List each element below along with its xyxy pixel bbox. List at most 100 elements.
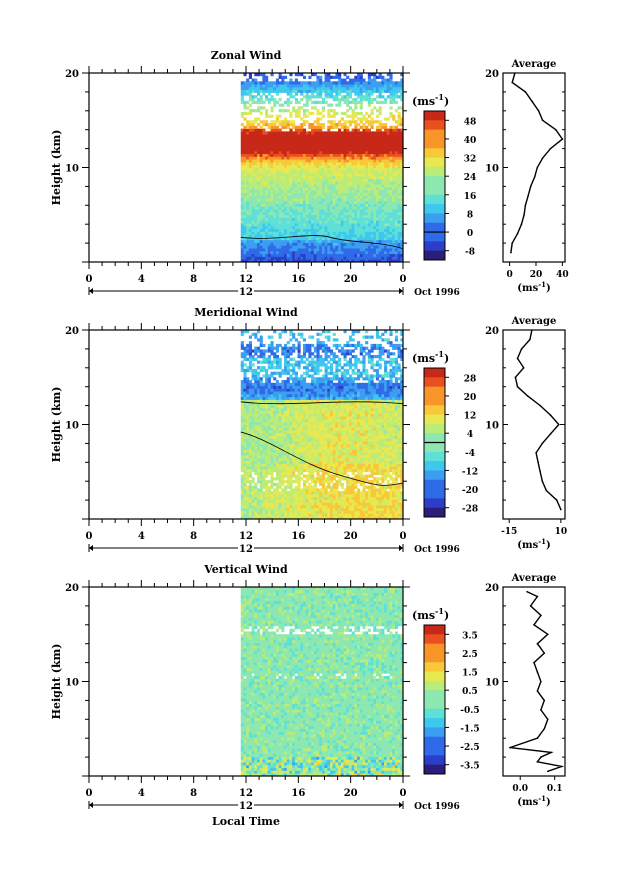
heatmap-cell [251, 128, 255, 132]
heatmap-cell [289, 175, 293, 180]
heatmap-cell [284, 466, 288, 470]
heatmap-cell [332, 248, 336, 252]
heatmap-cell [265, 377, 269, 381]
heatmap-cell [289, 214, 293, 218]
heatmap-cell [384, 131, 388, 135]
heatmap-cell [278, 239, 282, 243]
heatmap-cell [346, 92, 350, 96]
heatmap-cell [351, 186, 355, 191]
heatmap-cell [348, 139, 353, 143]
heatmap-cell [330, 161, 334, 166]
heatmap-cell [302, 250, 307, 255]
heatmap-cell [311, 81, 315, 85]
heatmap-cell [270, 427, 274, 431]
heatmap-cell [297, 256, 301, 260]
heatmap-cell [278, 131, 282, 135]
heatmap-cell [254, 239, 258, 243]
heatmap-cell [240, 424, 244, 428]
heatmap-cell [300, 173, 304, 177]
heatmap-cell [259, 256, 263, 260]
heatmap-cell [357, 148, 361, 152]
heatmap-cell [275, 474, 280, 478]
heatmap-cell [248, 164, 252, 168]
heatmap-cell [240, 248, 244, 252]
heatmap-cell [400, 178, 404, 182]
heatmap-cell [240, 393, 244, 398]
heatmap-cell [267, 220, 271, 224]
heatmap-cell [281, 502, 285, 506]
colorbar-swatch [424, 185, 445, 196]
heatmap-cell [386, 178, 390, 182]
heatmap-cell [305, 134, 309, 138]
heatmap-cell [259, 388, 263, 392]
heatmap-cell [262, 195, 266, 199]
heatmap-cell [294, 228, 298, 232]
heatmap-cell [384, 200, 388, 205]
heatmap-cell [284, 125, 288, 129]
heatmap-cell [324, 145, 328, 149]
heatmap-cell [292, 164, 296, 168]
heatmap-cell [308, 164, 312, 168]
heatmap-cell [284, 382, 288, 386]
heatmap-cell [330, 145, 334, 149]
heatmap-cell [278, 385, 282, 389]
heatmap-cell [273, 452, 277, 456]
heatmap-cell [278, 463, 282, 467]
heatmap-cell [362, 170, 366, 174]
heatmap-cell [281, 156, 285, 160]
heatmap-cell [384, 198, 388, 202]
heatmap-cell [319, 136, 323, 141]
heatmap-cell [246, 510, 250, 514]
heatmap-cell [375, 159, 380, 163]
heatmap-cell [338, 98, 342, 102]
heatmap-cell [267, 248, 271, 252]
heatmap-cell [292, 178, 296, 182]
heatmap-cell [246, 217, 250, 221]
heatmap-cell [359, 131, 363, 135]
heatmap-cell [240, 167, 244, 171]
heatmap-cell [386, 200, 390, 205]
heatmap-cell [251, 161, 255, 166]
heatmap-cell [389, 75, 393, 79]
heatmap-cell [384, 161, 388, 166]
heatmap-cell [240, 256, 244, 260]
heatmap-cell [365, 253, 369, 257]
heatmap-cell [265, 441, 269, 445]
heatmap-cell [259, 200, 263, 205]
heatmap-cell [251, 220, 255, 224]
heatmap-cell [308, 198, 312, 202]
profile-point [523, 214, 525, 216]
heatmap-cell [365, 92, 369, 96]
heatmap-cell [357, 131, 361, 135]
heatmap-cell [275, 416, 280, 420]
heatmap-cell [289, 357, 293, 361]
heatmap-cell [392, 128, 396, 132]
heatmap-cell [262, 178, 266, 182]
heatmap-cell [273, 150, 277, 154]
heatmap-cell [375, 114, 380, 118]
heatmap-cell [254, 173, 258, 177]
heatmap-cell [240, 228, 244, 232]
heatmap-cell [246, 507, 250, 512]
heatmap-cell [246, 443, 250, 448]
heatmap-cell [265, 368, 269, 373]
heatmap-cell [251, 203, 255, 207]
heatmap-cell [243, 405, 247, 409]
heatmap-cell [273, 184, 277, 188]
heatmap-cell [354, 217, 358, 221]
heatmap-cell [311, 231, 315, 235]
heatmap-cell [292, 184, 296, 188]
heatmap-cell [246, 368, 250, 373]
heatmap-cell [397, 106, 401, 110]
heatmap-cell [316, 150, 320, 154]
heatmap-cell [243, 245, 247, 249]
heatmap-cell [400, 214, 404, 218]
heatmap-cell [389, 84, 393, 88]
heatmap-cell [297, 209, 301, 213]
heatmap-cell [294, 449, 298, 453]
heatmap-cell [316, 95, 320, 99]
heatmap-cell [294, 139, 298, 143]
heatmap-cell [351, 231, 355, 235]
heatmap-cell [348, 217, 353, 221]
heatmap-cell [381, 256, 385, 260]
